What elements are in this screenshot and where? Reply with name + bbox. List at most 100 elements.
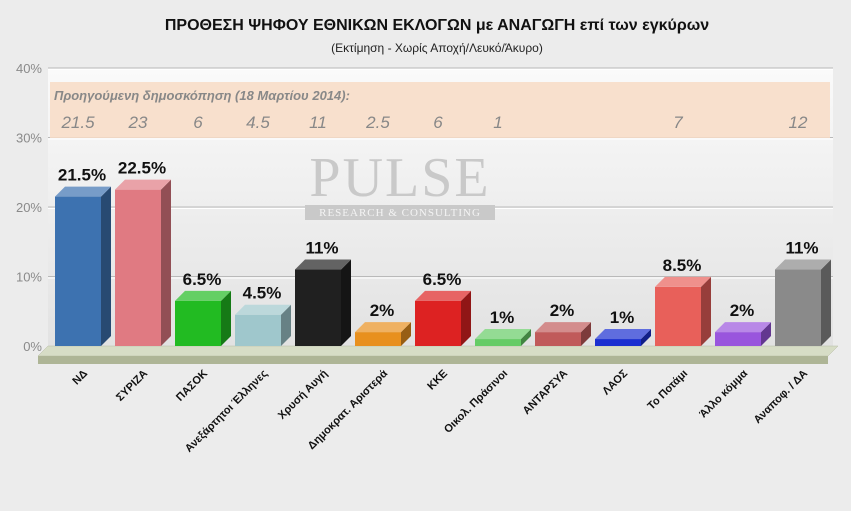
bar [475,329,531,346]
data-label: 21.5% [58,166,106,185]
previous-poll-value: 12 [789,113,808,132]
bar-top [415,290,471,301]
previous-poll-value: 11 [309,113,327,132]
bar-side [401,322,411,346]
category-label: Άλλο κόμμα [697,367,750,420]
y-tick-label: 20% [16,200,42,215]
data-label: 6.5% [183,270,222,289]
y-axis: 0% 10% 20% 30% 40% [16,61,42,354]
floor [37,345,839,357]
bar-side [641,329,651,346]
bars [55,179,831,346]
y-tick-label: 40% [16,61,42,76]
watermark-brand: PULSE [309,147,490,209]
bar-top [175,290,231,301]
data-label: 22.5% [118,159,166,178]
data-label: 8.5% [663,256,702,275]
bar-side [101,186,111,346]
bar-front [655,286,701,346]
y-tick-label: 30% [16,131,42,146]
data-label: 2% [730,301,755,320]
bar [715,322,771,346]
bar [655,276,711,346]
bar-top [655,276,711,287]
category-label: ΠΑΣΟΚ [174,368,210,404]
previous-poll-value: 23 [128,113,148,132]
data-label: 6.5% [423,270,462,289]
bar-top [295,259,351,270]
bar-front [715,332,761,346]
bar [775,259,831,346]
chart-subtitle: (Εκτίμηση - Χωρίς Αποχή/Λευκό/Άκυρο) [331,41,543,55]
previous-poll-value: 4.5 [246,113,270,132]
bar-top [355,322,411,333]
bar-front [175,300,221,346]
bar-top [235,304,291,315]
previous-poll-title: Προηγούμενη δημοσκόπηση (18 Μαρτίου 2014… [54,88,350,103]
bar-front [535,332,581,346]
bar-top [595,329,651,340]
value-labels: 21.5% 22.5% 6.5% 4.5% 11% 2% 6.5% 1% 2% 1% 8.5% 2% 1… [58,159,819,327]
bar-top [55,186,111,197]
data-label: 11% [785,239,818,258]
bar-top [115,179,171,190]
bar-side [341,259,351,346]
bar-top [715,322,771,333]
watermark-tagline: RESEARCH & CONSULTING [319,207,481,219]
bar-side [581,322,591,346]
category-label: ΣΥΡΙΖΑ [114,368,150,404]
data-label: 1% [610,308,635,327]
category-label: Οικολ. Πράσινοι [442,368,510,436]
bar [535,322,591,346]
bar-front [115,189,161,346]
bar [175,290,231,346]
bar-front [475,339,521,346]
bar-side [161,179,171,346]
category-label: Αναποφ. / ΔΑ [752,368,811,427]
bar-front [415,300,461,346]
chart-title: ΠΡΟΘΕΣΗ ΨΗΦΟΥ ΕΘΝΙΚΩΝ ΕΚΛΟΓΩΝ με ΑΝΑΓΩΓΗ… [165,17,709,34]
bar-side [461,290,471,346]
previous-poll-band [50,82,830,138]
bar [595,329,651,346]
previous-poll-value: 2.5 [365,113,390,132]
bar [235,304,291,346]
bar [355,322,411,346]
data-label: 1% [490,308,515,327]
category-label: ΝΔ [70,368,90,388]
bar-top [475,329,531,340]
bar [415,290,471,346]
bar-front [775,269,821,346]
previous-poll-value: 6 [193,113,203,132]
bar-side [221,290,231,346]
bar-side [281,304,291,346]
previous-poll-value: 1 [493,113,502,132]
category-label: ΚΚΕ [425,368,450,393]
bar-front [595,339,641,346]
previous-poll-value: 21.5 [60,113,95,132]
bar-side [521,329,531,346]
category-label: ΛΑΟΣ [600,367,630,397]
category-label: Το Ποτάμι [645,368,690,413]
bar-side [701,276,711,346]
previous-poll-value: 7 [673,113,683,132]
data-label: 2% [550,301,575,320]
bar-front [355,332,401,346]
data-label: 4.5% [243,284,282,303]
floor-front [38,356,828,364]
bar [115,179,171,346]
bar-top [775,259,831,270]
bar [55,186,111,346]
bar-top [535,322,591,333]
category-label: Χρυσή Αυγή [276,367,330,421]
watermark-logo: PULSE RESEARCH & CONSULTING [305,147,495,220]
bar-side [821,259,831,346]
bar-side [761,322,771,346]
data-label: 11% [305,239,338,258]
bar-front [295,269,341,346]
previous-poll-value: 6 [433,113,443,132]
y-tick-label: 10% [16,270,42,285]
previous-poll-values: 21.5 23 6 4.5 11 2.5 6 1 7 12 [60,113,808,132]
